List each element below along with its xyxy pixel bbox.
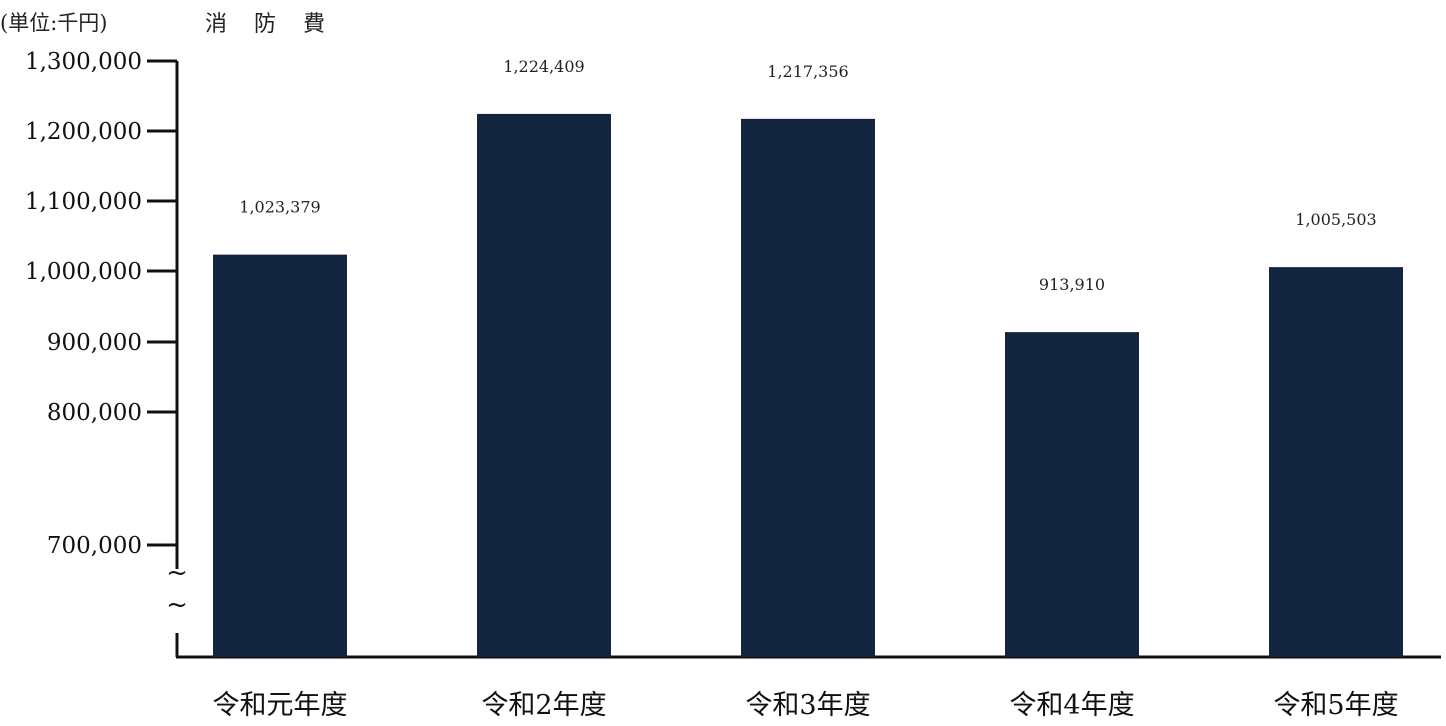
category-label: 令和5年度	[1273, 690, 1398, 721]
value-labels: 1,023,379 1,224,409 1,217,356 913,910 1,005,…	[239, 57, 1376, 294]
category-label: 令和元年度	[213, 690, 348, 721]
y-axis: 700,000 800,000 900,000 1,000,000 1,100,000 1…	[25, 49, 179, 657]
category-label: 令和3年度	[745, 690, 870, 721]
category-labels: 令和元年度 令和2年度 令和3年度 令和4年度 令和5年度	[213, 690, 1399, 721]
value-label: 1,217,356	[767, 62, 848, 81]
axis-break: ~~	[166, 558, 188, 620]
bar	[1005, 332, 1139, 657]
y-tick-label: 1,000,000	[25, 259, 142, 285]
bar	[213, 254, 347, 657]
y-tick-label: 1,200,000	[25, 119, 142, 145]
bars	[213, 113, 1403, 657]
axis-break-glyph: ~	[166, 558, 188, 588]
category-label: 令和2年度	[481, 690, 606, 721]
chart-title: 消 防 費	[205, 12, 335, 37]
bar	[477, 113, 611, 657]
bar	[741, 118, 875, 657]
y-tick-label: 1,100,000	[25, 189, 142, 215]
value-label: 913,910	[1039, 275, 1105, 294]
category-label: 令和4年度	[1009, 690, 1134, 721]
y-tick-label: 700,000	[47, 533, 142, 559]
value-label: 1,005,503	[1295, 210, 1376, 229]
value-label: 1,023,379	[239, 198, 320, 217]
bar	[1269, 267, 1403, 657]
axis-break-glyph: ~	[166, 590, 188, 620]
unit-label: (単位:千円)	[0, 11, 107, 35]
y-tick-label: 900,000	[47, 330, 142, 356]
value-label: 1,224,409	[503, 57, 584, 76]
y-tick-label: 1,300,000	[25, 49, 142, 75]
y-tick-label: 800,000	[47, 400, 142, 426]
